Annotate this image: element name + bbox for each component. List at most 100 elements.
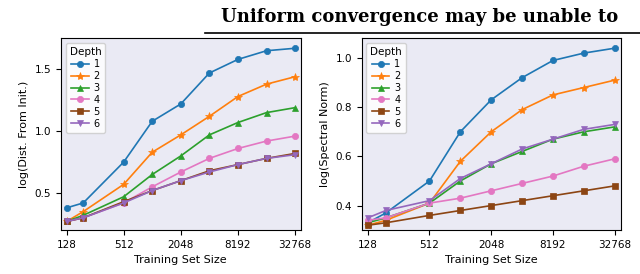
3 (148, 173, 156, 176)
5 (63, 220, 70, 223)
2 (205, 115, 213, 118)
2 (488, 130, 495, 133)
2 (177, 133, 185, 136)
4 (518, 182, 526, 185)
Line: 4: 4 (63, 133, 298, 225)
4 (120, 201, 127, 205)
1 (488, 98, 495, 101)
4 (456, 196, 464, 200)
2 (63, 220, 70, 223)
3 (549, 138, 557, 141)
6 (262, 157, 270, 160)
2 (426, 201, 433, 205)
4 (611, 157, 618, 161)
X-axis label: Training Set Size: Training Set Size (445, 255, 538, 266)
6 (291, 153, 299, 156)
4 (291, 135, 299, 138)
6 (382, 209, 390, 212)
3 (234, 121, 242, 124)
6 (456, 177, 464, 180)
5 (549, 194, 557, 197)
6 (234, 163, 242, 166)
1 (234, 58, 242, 61)
Line: 3: 3 (63, 104, 298, 225)
1 (63, 206, 70, 210)
2 (518, 108, 526, 111)
5 (234, 163, 242, 166)
5 (262, 157, 270, 160)
1 (364, 221, 372, 224)
5 (205, 169, 213, 172)
5 (120, 200, 127, 203)
3 (291, 106, 299, 109)
4 (426, 201, 433, 205)
Line: 1: 1 (63, 45, 298, 211)
2 (262, 82, 270, 86)
2 (611, 79, 618, 82)
Line: 1: 1 (365, 45, 618, 226)
Line: 2: 2 (364, 76, 619, 229)
Text: Uniform convergence may be unable to: Uniform convergence may be unable to (221, 8, 618, 26)
3 (611, 125, 618, 129)
2 (580, 86, 588, 89)
5 (291, 152, 299, 155)
2 (456, 160, 464, 163)
2 (291, 75, 299, 78)
5 (518, 199, 526, 202)
6 (488, 162, 495, 165)
6 (580, 128, 588, 131)
4 (364, 219, 372, 222)
2 (234, 95, 242, 98)
2 (364, 224, 372, 227)
4 (79, 216, 87, 219)
Line: 6: 6 (365, 121, 618, 221)
Line: 2: 2 (62, 73, 300, 226)
Line: 5: 5 (63, 150, 298, 225)
5 (382, 221, 390, 224)
6 (364, 216, 372, 219)
3 (79, 214, 87, 217)
3 (120, 195, 127, 198)
5 (79, 216, 87, 219)
3 (426, 201, 433, 205)
6 (611, 123, 618, 126)
3 (177, 154, 185, 158)
4 (488, 189, 495, 192)
5 (611, 184, 618, 187)
4 (63, 220, 70, 223)
Line: 5: 5 (365, 183, 618, 228)
X-axis label: Training Set Size: Training Set Size (134, 255, 227, 266)
Y-axis label: log(Dist. From Init.): log(Dist. From Init.) (19, 81, 29, 188)
6 (518, 147, 526, 151)
1 (518, 76, 526, 79)
5 (364, 224, 372, 227)
3 (580, 130, 588, 133)
4 (205, 157, 213, 160)
4 (177, 170, 185, 174)
6 (79, 216, 87, 219)
1 (120, 161, 127, 164)
3 (262, 111, 270, 114)
5 (456, 209, 464, 212)
5 (488, 204, 495, 207)
2 (79, 210, 87, 213)
2 (382, 219, 390, 222)
5 (148, 189, 156, 192)
1 (262, 49, 270, 52)
Legend: 1, 2, 3, 4, 5, 6: 1, 2, 3, 4, 5, 6 (367, 43, 406, 133)
1 (291, 47, 299, 50)
6 (63, 220, 70, 223)
6 (549, 138, 557, 141)
6 (120, 201, 127, 205)
3 (488, 162, 495, 165)
5 (177, 179, 185, 182)
3 (382, 216, 390, 219)
1 (382, 211, 390, 215)
4 (262, 139, 270, 143)
3 (518, 150, 526, 153)
Line: 4: 4 (365, 156, 618, 224)
4 (580, 165, 588, 168)
1 (611, 47, 618, 50)
6 (148, 189, 156, 192)
6 (177, 179, 185, 182)
